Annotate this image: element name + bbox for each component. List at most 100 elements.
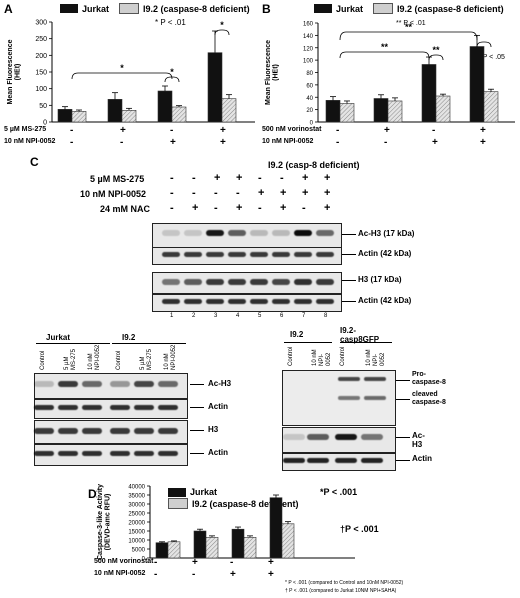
y-tick-label: 5000 [132, 548, 146, 554]
bl-label: H3 [208, 425, 219, 434]
footnote-1: * P < .001 (compared to Control and 10nM… [285, 580, 404, 586]
c-treatment-sign: - [214, 187, 218, 199]
bar-jurkat-1 [193, 530, 207, 559]
bar-i92-0 [167, 541, 181, 559]
bl-band-actin [58, 451, 78, 456]
band-actin [294, 252, 312, 257]
y-tick-label: 140 [303, 34, 314, 40]
sig-note-a: * P < .01 [155, 18, 186, 27]
treatment-sign: + [268, 557, 274, 568]
c-treatment-label: 5 µM MS-275 [90, 174, 145, 184]
bar-jurkat-1 [373, 98, 389, 123]
treatment-sign: - [432, 125, 436, 136]
treatment-sign: + [480, 137, 486, 148]
legend-b: Jurkat I9.2 (caspase-8 deficient) [314, 3, 504, 14]
br-group-line [284, 342, 332, 343]
treatment-sign: - [154, 557, 158, 568]
c-treatment-sign: - [192, 172, 196, 184]
treatment-sign: + [230, 569, 236, 580]
lane-number: 2 [192, 313, 196, 319]
lane-number: 3 [214, 313, 218, 319]
treatment-sign: - [230, 557, 234, 568]
br-blot-ac-h3 [282, 427, 396, 453]
br-band-actin [335, 458, 357, 463]
c-treatment-sign: + [280, 187, 287, 199]
bl-band-h3 [58, 428, 78, 434]
chart-a: 0 50 100 150 200 250 300 Mean Fluorescence(HEt)… [7, 20, 255, 127]
sig-bracket-b2-label: ** [381, 42, 389, 52]
br-group-label: I9.2 [290, 330, 304, 339]
legend-label-i92: I9.2 (caspase-8 deficient) [397, 3, 504, 14]
br-arrow [396, 380, 410, 381]
y-tick-label: 40000 [128, 485, 145, 491]
br-band-cleaved [364, 396, 386, 400]
br-label: Ac-H3 [412, 431, 425, 449]
band-ac-h3 [316, 230, 334, 236]
bl-group-line [36, 343, 110, 344]
band-actin [206, 252, 224, 257]
treatment-sign: - [70, 137, 74, 148]
c-treatment-sign: + [302, 172, 309, 184]
c-treatment-sign: + [214, 172, 221, 184]
band-ac-h3 [206, 230, 224, 236]
treatment-label: 500 nM vorinostat [262, 126, 322, 133]
y-tick-label: 10000 [128, 539, 145, 545]
y-tick-label: 35000 [128, 494, 145, 500]
band-h3 [184, 279, 202, 285]
panel-letter-c: C [30, 155, 39, 169]
bl-group-label: Jurkat [46, 333, 71, 342]
c-treatment-sign: - [236, 187, 240, 199]
bl-arrow [190, 407, 204, 408]
y-tick-label: 150 [35, 70, 47, 77]
br-col-label: Control [340, 346, 346, 366]
band-actin [316, 299, 334, 304]
y-tick-label: 20 [306, 108, 313, 114]
c-treatment-sign: - [258, 172, 262, 184]
band-h3 [272, 279, 290, 285]
sig-dagger-d: †P < .001 [340, 524, 379, 534]
c-treatment-sign: + [302, 187, 309, 199]
treatment-sign: + [384, 125, 390, 136]
y-tick-label: 40 [306, 96, 313, 102]
bl-col-label: 10 nM NPI-0052 [164, 344, 177, 370]
treatment-sign: - [120, 137, 124, 148]
sig-note-a-text: P < .01 [160, 18, 186, 27]
legend-a: Jurkat I9.2 (caspase-8 deficient) [60, 3, 250, 14]
c-treatment-label: 10 nM NPI-0052 [80, 189, 147, 199]
sig-bracket-b1-label: ** [405, 22, 413, 32]
br-label: Pro-caspase-8 [412, 371, 446, 386]
bl-band-actin [82, 405, 102, 410]
c-treatment-sign: - [170, 187, 174, 199]
br-band-ac-h3 [307, 434, 329, 440]
bl-band-ac-h3 [158, 381, 178, 387]
treatment-sign: - [336, 137, 340, 148]
bl-band-ac-h3 [134, 381, 154, 387]
sig-note-b2-text: P < .05 [482, 54, 505, 61]
y-tick-label: 15000 [128, 530, 145, 536]
bl-band-h3 [34, 428, 54, 434]
c-treatment-label: 24 mM NAC [100, 204, 151, 214]
bl-band-actin [134, 405, 154, 410]
bar-i92-1 [121, 110, 137, 123]
bl-band-actin [158, 405, 178, 410]
treatment-label: 10 nM NPI-0052 [4, 138, 56, 145]
bl-group-line [112, 343, 186, 344]
bar-jurkat-3 [269, 497, 283, 559]
bar-jurkat-0 [57, 109, 73, 123]
bl-band-actin [158, 451, 178, 456]
legend-label-i92: I9.2 (caspase-8 deficient) [192, 498, 299, 509]
treatment-sign: - [384, 137, 388, 148]
bl-arrow [190, 453, 204, 454]
bl-label: Actin [208, 402, 228, 411]
br-col-label: 10 nM NPI-0052 [312, 349, 332, 366]
c-treatment-sign: - [280, 172, 284, 184]
c-treatment-sign: - [302, 202, 306, 214]
blot-h3 [152, 272, 342, 294]
sig-bracket-a1 [71, 72, 173, 80]
sig-bracket-b4 [476, 41, 492, 48]
bl-band-actin [110, 405, 130, 410]
panel-letter-b: B [262, 2, 271, 16]
bar-i92-3 [483, 91, 499, 123]
bl-label: Actin [208, 448, 228, 457]
band-actin [272, 299, 290, 304]
